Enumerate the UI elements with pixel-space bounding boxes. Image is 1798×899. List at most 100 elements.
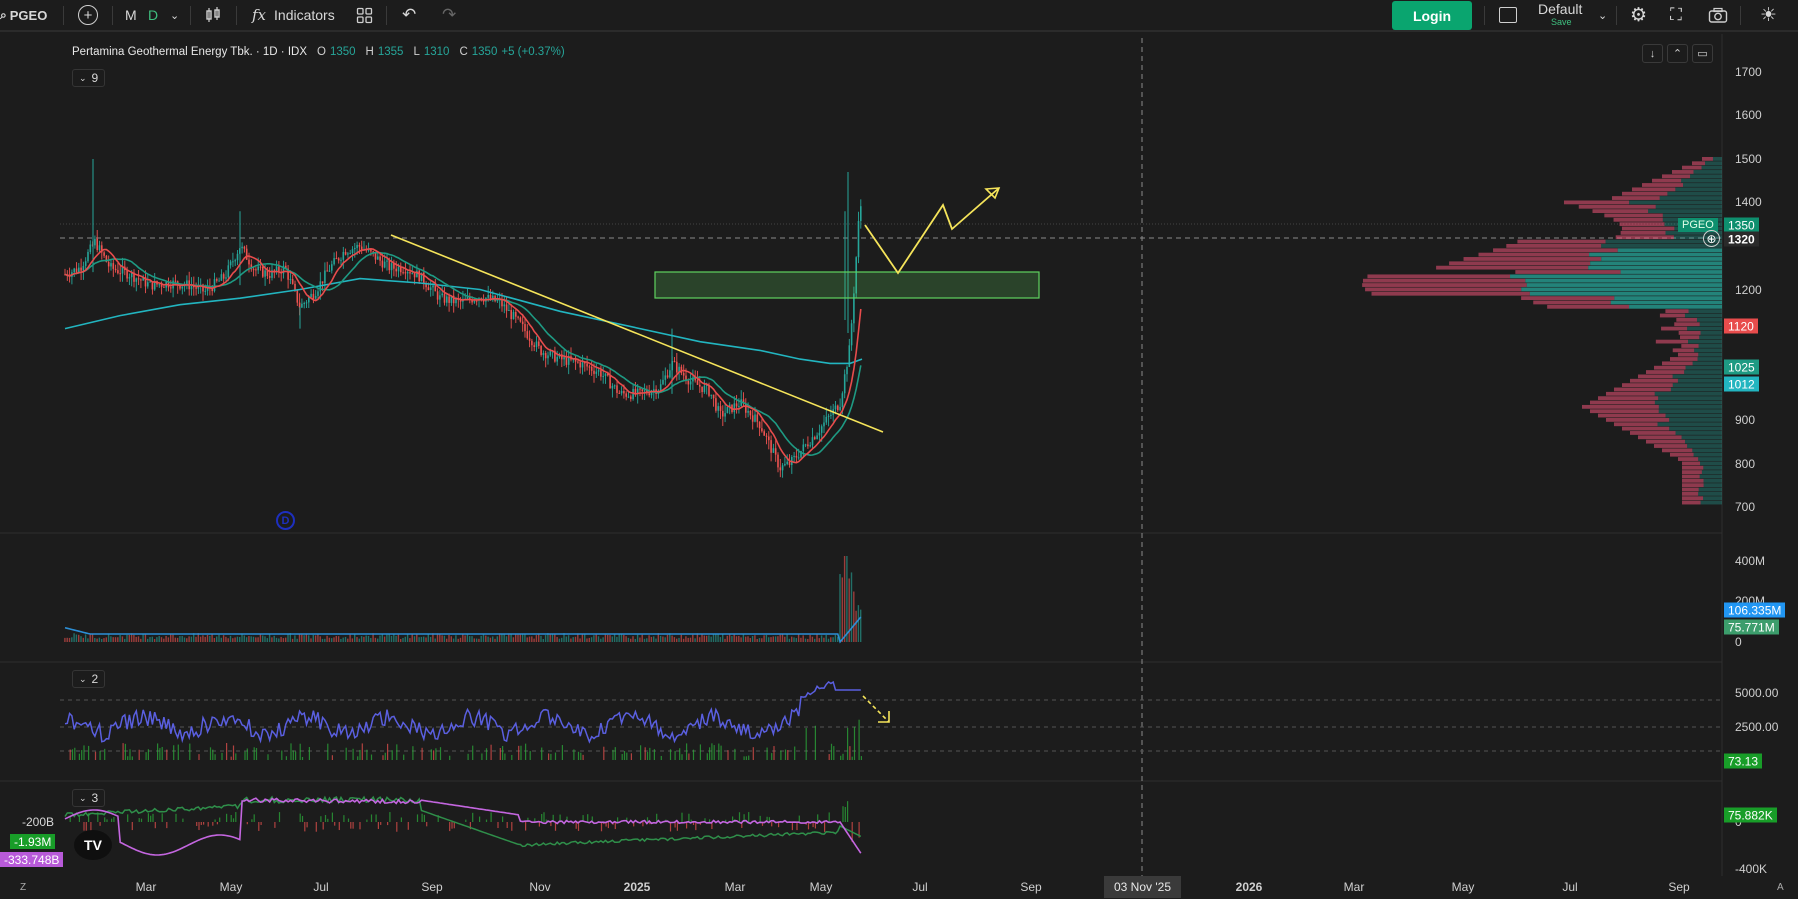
pane2-bar	[387, 743, 389, 760]
volume-profile-bar	[1615, 235, 1674, 240]
interval-month-button[interactable]: M	[125, 7, 137, 23]
pane3-bar	[203, 822, 205, 825]
volume-profile-bar	[1620, 230, 1666, 235]
candle-body	[650, 391, 653, 396]
tradingview-logo[interactable]: TV	[74, 830, 112, 860]
dividend-marker[interactable]: D	[276, 511, 295, 530]
grid-icon[interactable]	[356, 0, 373, 30]
candle-body	[98, 245, 101, 251]
pane2-bar	[784, 749, 787, 760]
indicators-button[interactable]: fx Indicators	[252, 0, 335, 30]
gear-icon[interactable]: ⚙	[1630, 4, 1648, 26]
volume-profile-bar	[1638, 435, 1682, 440]
candle-body	[75, 268, 78, 273]
candle-body	[563, 357, 565, 360]
layout-name[interactable]: Default	[1538, 0, 1583, 17]
layout-icon[interactable]	[1499, 7, 1517, 23]
collapse-pane-icon[interactable]: ⌃	[1667, 44, 1688, 63]
candle-body	[846, 367, 848, 375]
pane2-bar	[780, 750, 782, 760]
pane2-bar	[644, 747, 646, 760]
volume-profile-bar	[1675, 431, 1722, 435]
close-value: 1350	[471, 46, 498, 58]
volume-profile-bar	[1682, 487, 1699, 492]
camera-icon[interactable]	[1708, 0, 1728, 30]
symbol-search[interactable]: ⌕ PGEO	[0, 0, 47, 30]
pane2-bar	[720, 745, 722, 760]
volume-profile-bar	[1662, 361, 1693, 366]
volume-bar	[147, 638, 149, 642]
plus-circle-icon[interactable]: +	[78, 5, 98, 25]
pane2-bar	[366, 749, 368, 760]
volume-bar	[508, 633, 510, 642]
volume-bar	[738, 635, 740, 642]
auto-scale-button[interactable]: A	[1777, 882, 1784, 893]
volume-profile-bar	[1606, 418, 1670, 422]
candles-icon[interactable]	[204, 0, 222, 30]
volume-bar	[121, 636, 124, 642]
sun-icon[interactable]: ☀	[1760, 4, 1778, 26]
pane2-bar	[699, 744, 701, 760]
volume-bar	[436, 633, 439, 642]
pane2-bar	[345, 747, 347, 760]
volume-bar	[126, 634, 128, 642]
volume-bar	[68, 637, 71, 642]
volume-profile-bar	[1703, 465, 1722, 470]
magnifier-icon: ⌕	[0, 7, 7, 22]
pane3-bar	[322, 822, 324, 830]
volume-bar	[239, 637, 241, 642]
volume-profile-bar	[1665, 230, 1722, 235]
candle-body	[436, 291, 439, 300]
pane3-bar	[131, 822, 133, 831]
volume-profile-bar	[1614, 387, 1671, 392]
undo-icon[interactable]: ↶	[402, 5, 417, 24]
fullscreen-icon[interactable]: ⛶	[1670, 5, 1682, 24]
ma-mid-line	[64, 251, 862, 457]
pane3-collapse-button[interactable]: ⌄ 3	[72, 789, 106, 807]
pane3-bar	[842, 806, 844, 822]
pane3-bar	[200, 822, 202, 825]
add-alert-plus-icon[interactable]: ⊕	[1703, 230, 1720, 247]
save-label[interactable]: Save	[1551, 17, 1572, 27]
volume-profile-bar	[1682, 461, 1701, 466]
volume-bar	[517, 634, 519, 642]
pane3-bar	[343, 815, 345, 822]
pane2-collapse-button[interactable]: ⌄ 2	[72, 670, 106, 688]
volume-bar	[807, 638, 809, 642]
candle-body	[397, 266, 400, 272]
candle-body	[252, 269, 255, 271]
candle-body	[676, 361, 678, 373]
volume-profile-bar	[1702, 157, 1713, 161]
volume-profile-bar	[1658, 409, 1722, 414]
pane2-bar	[734, 748, 736, 760]
pane2-bar	[81, 750, 83, 760]
candle-body	[257, 266, 259, 271]
volume-bar	[724, 638, 726, 642]
volume-bar	[87, 638, 89, 642]
time-axis-label: Sep	[1020, 880, 1042, 894]
volume-profile-bar	[1692, 161, 1706, 166]
chevron-down-icon[interactable]: ⌄	[170, 9, 180, 22]
pane2-bar	[396, 744, 398, 760]
candle-body	[326, 270, 328, 272]
zoom-button[interactable]: Z	[20, 882, 27, 893]
collapse-indicators-button[interactable]: ⌄ 9	[72, 69, 106, 87]
redo-icon[interactable]: ↷	[442, 5, 457, 24]
volume-bar	[814, 638, 816, 642]
volume-bar	[503, 633, 505, 642]
volume-bar	[301, 634, 303, 642]
pane2-bar	[847, 727, 849, 760]
candle-body	[841, 393, 844, 407]
interval-day-button[interactable]: D	[148, 7, 159, 23]
volume-bar	[770, 637, 772, 642]
volume-profile-bar	[1590, 409, 1659, 414]
move-down-icon[interactable]: ↓	[1642, 44, 1663, 63]
volume-bar	[370, 638, 372, 642]
maximize-pane-icon[interactable]: ▭	[1692, 44, 1713, 63]
candle-body	[590, 366, 593, 371]
login-button[interactable]: Login	[1392, 1, 1472, 30]
chevron-down-icon[interactable]: ⌄	[1598, 9, 1608, 22]
pane3-bar	[389, 812, 391, 822]
candle-body	[745, 403, 747, 413]
